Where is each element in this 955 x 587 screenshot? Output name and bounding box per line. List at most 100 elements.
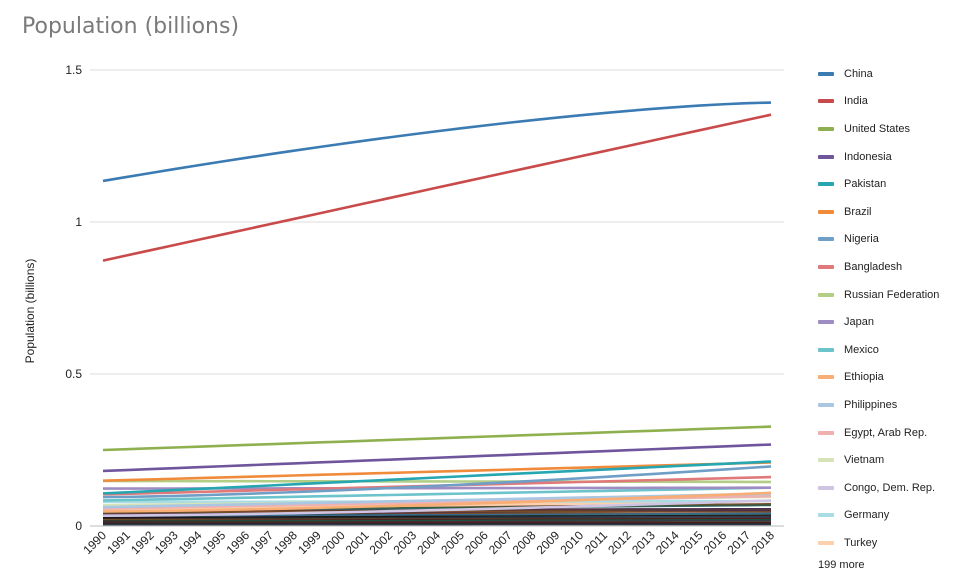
x-tick-label: 2007	[486, 528, 515, 557]
series-line[interactable]	[102, 425, 772, 452]
series-line[interactable]	[102, 113, 772, 262]
legend: China India United States Indonesia Pakistan…	[818, 60, 953, 571]
legend-item[interactable]: Japan	[818, 308, 953, 336]
legend-label: Pakistan	[844, 178, 887, 191]
legend-item[interactable]: United States	[818, 115, 953, 143]
series-line[interactable]	[102, 443, 772, 473]
series-line[interactable]	[102, 460, 772, 495]
legend-label: United States	[844, 122, 911, 135]
x-tick-label: 2016	[701, 528, 730, 557]
legend-swatch	[818, 71, 834, 76]
legend-item[interactable]: China	[818, 60, 953, 88]
x-tick-label: 1990	[80, 528, 109, 557]
x-tick-label: 1993	[152, 528, 181, 557]
y-tick-label: 0	[75, 519, 82, 533]
x-tick-label: 2003	[390, 528, 419, 557]
x-tick-label: 2017	[724, 528, 753, 557]
x-tick-label: 2010	[557, 528, 586, 557]
legend-item[interactable]: Germany	[818, 502, 953, 530]
legend-swatch	[818, 182, 834, 187]
legend-label: Congo, Dem. Rep.	[844, 481, 936, 494]
y-axis-label: Population (billions)	[23, 259, 37, 364]
legend-swatch	[818, 126, 834, 131]
legend-label: Japan	[844, 316, 874, 329]
x-tick-label: 2014	[653, 528, 682, 557]
legend-label: Bangladesh	[844, 260, 903, 273]
x-tick-label: 2012	[605, 528, 634, 557]
legend-label: Indonesia	[844, 150, 892, 163]
x-tick-label: 2009	[534, 528, 563, 557]
legend-swatch	[818, 99, 834, 104]
legend-label: Egypt, Arab Rep.	[844, 426, 928, 439]
x-tick-label: 2005	[438, 528, 467, 557]
legend-swatch	[818, 154, 834, 159]
x-tick-label: 2001	[343, 528, 372, 557]
x-tick-label: 2000	[319, 528, 348, 557]
legend-swatch	[818, 540, 834, 545]
legend-more-label[interactable]: 199 more	[818, 558, 865, 571]
series-line[interactable]	[102, 461, 772, 482]
legend-item[interactable]: Mexico	[818, 336, 953, 364]
legend-swatch	[818, 320, 834, 325]
legend-label: Germany	[844, 509, 890, 522]
y-tick-label: 0.5	[65, 367, 82, 381]
x-tick-label: 2004	[414, 528, 443, 557]
x-tick-label: 2013	[629, 528, 658, 557]
x-tick-label: 2006	[462, 528, 491, 557]
legend-label: Philippines	[844, 398, 898, 411]
minor-series-line	[102, 514, 772, 519]
legend-item[interactable]: Congo, Dem. Rep.	[818, 474, 953, 502]
series-lines	[102, 101, 772, 517]
x-tick-label: 1992	[128, 528, 157, 557]
legend-item[interactable]: Bangladesh	[818, 253, 953, 281]
series-line[interactable]	[102, 499, 772, 517]
x-tick-label: 2018	[748, 528, 777, 557]
legend-item[interactable]: Egypt, Arab Rep.	[818, 419, 953, 447]
gridlines	[90, 69, 784, 527]
series-line[interactable]	[102, 486, 772, 502]
legend-item[interactable]: Philippines	[818, 391, 953, 419]
legend-label: Vietnam	[844, 454, 885, 467]
legend-label: Ethiopia	[844, 371, 884, 384]
y-tick-label: 1	[75, 215, 82, 229]
legend-item[interactable]: Russian Federation	[818, 281, 953, 309]
x-tick-label: 2008	[510, 528, 539, 557]
legend-swatch	[818, 375, 834, 380]
legend-swatch	[818, 237, 834, 242]
legend-label: Mexico	[844, 343, 879, 356]
legend-item[interactable]: Indonesia	[818, 143, 953, 171]
legend-swatch	[818, 430, 834, 435]
x-tick-label: 1999	[295, 528, 324, 557]
legend-label: India	[844, 95, 868, 108]
legend-label: Nigeria	[844, 233, 879, 246]
legend-swatch	[818, 458, 834, 463]
y-axis-ticks: 0 0.5 1 1.5	[65, 63, 82, 533]
legend-item[interactable]: India	[818, 88, 953, 116]
legend-label: Turkey	[844, 536, 878, 549]
legend-item[interactable]: Nigeria	[818, 226, 953, 254]
legend-label: Brazil	[844, 205, 872, 218]
legend-item[interactable]: Turkey	[818, 529, 953, 557]
legend-swatch	[818, 347, 834, 352]
legend-swatch	[818, 209, 834, 214]
x-axis-ticks: 1990199119921993199419951996199719981999…	[80, 528, 777, 557]
legend-item[interactable]: Ethiopia	[818, 364, 953, 392]
x-tick-label: 1995	[200, 528, 229, 557]
x-tick-label: 1991	[104, 528, 133, 557]
x-tick-label: 1996	[223, 528, 252, 557]
series-line[interactable]	[102, 465, 772, 499]
series-line[interactable]	[102, 479, 772, 484]
legend-item[interactable]: Pakistan	[818, 170, 953, 198]
series-line[interactable]	[102, 491, 772, 513]
legend-label: Russian Federation	[844, 288, 940, 301]
legend-swatch	[818, 292, 834, 297]
legend-item[interactable]: Vietnam	[818, 446, 953, 474]
x-tick-label: 2002	[367, 528, 396, 557]
legend-swatch	[818, 402, 834, 407]
x-tick-label: 1994	[176, 528, 205, 557]
legend-label: China	[844, 67, 873, 80]
series-line[interactable]	[102, 101, 772, 183]
chart-title: Population (billions)	[22, 14, 240, 39]
legend-item[interactable]: Brazil	[818, 198, 953, 226]
